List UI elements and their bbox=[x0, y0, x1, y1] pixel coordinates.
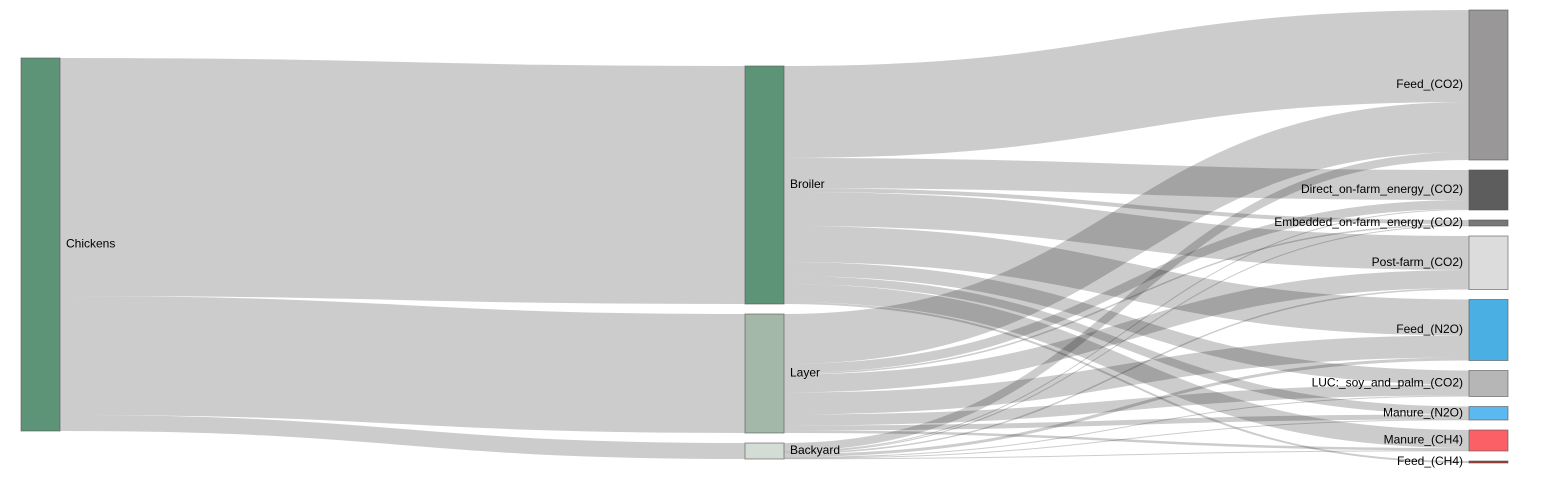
link bbox=[783, 225, 1470, 453]
node-label: Chickens bbox=[66, 237, 115, 251]
link bbox=[783, 357, 1470, 457]
node bbox=[20, 57, 61, 432]
node bbox=[744, 442, 785, 460]
link bbox=[783, 192, 1470, 270]
node bbox=[1468, 406, 1509, 421]
links bbox=[59, 10, 1470, 463]
node bbox=[744, 313, 785, 434]
node-label: Feed_(CO2) bbox=[1396, 77, 1463, 91]
node-label: Manure_(CH4) bbox=[1384, 433, 1463, 447]
node-label: Backyard bbox=[790, 443, 840, 457]
node-label: Post-farm_(CO2) bbox=[1372, 255, 1463, 269]
link bbox=[783, 188, 1470, 224]
link bbox=[783, 430, 1470, 451]
node-label: Manure_(N2O) bbox=[1383, 405, 1463, 419]
link bbox=[783, 200, 1470, 373]
node bbox=[1468, 9, 1509, 161]
node-label: Layer bbox=[790, 366, 820, 380]
node-label: Embedded_on-farm_energy_(CO2) bbox=[1274, 215, 1463, 229]
link bbox=[783, 10, 1470, 158]
node bbox=[1468, 429, 1509, 452]
link bbox=[783, 450, 1470, 460]
link bbox=[783, 288, 1470, 454]
node bbox=[1468, 235, 1509, 290]
link bbox=[783, 209, 1470, 452]
node bbox=[1468, 370, 1509, 397]
node bbox=[1468, 460, 1509, 464]
node-label: Feed_(CH4) bbox=[1397, 454, 1463, 468]
link bbox=[783, 158, 1470, 200]
node bbox=[1468, 169, 1509, 211]
link bbox=[783, 395, 1470, 458]
link bbox=[783, 226, 1470, 336]
link bbox=[783, 102, 1470, 364]
node bbox=[744, 65, 785, 305]
link bbox=[783, 414, 1470, 431]
nodes: Chickens Broiler Layer Backyard Feed_(CO2) Di… bbox=[20, 9, 1509, 468]
link bbox=[783, 419, 1470, 459]
link bbox=[59, 58, 746, 304]
link bbox=[783, 335, 1470, 415]
node-label: Feed_(N2O) bbox=[1396, 322, 1463, 336]
node bbox=[1468, 299, 1509, 361]
link bbox=[783, 302, 1470, 463]
link bbox=[59, 296, 746, 433]
link bbox=[783, 276, 1470, 415]
node-label: Broiler bbox=[790, 177, 825, 191]
node bbox=[1468, 219, 1509, 227]
node-label: LUC:_soy_and_palm_(CO2) bbox=[1312, 376, 1463, 390]
link bbox=[783, 224, 1470, 375]
link bbox=[59, 415, 746, 459]
node-label: Direct_on-farm_energy_(CO2) bbox=[1301, 182, 1463, 196]
link bbox=[783, 270, 1470, 393]
link bbox=[783, 284, 1470, 448]
link bbox=[783, 384, 1470, 426]
link bbox=[783, 152, 1470, 451]
link bbox=[783, 262, 1470, 385]
